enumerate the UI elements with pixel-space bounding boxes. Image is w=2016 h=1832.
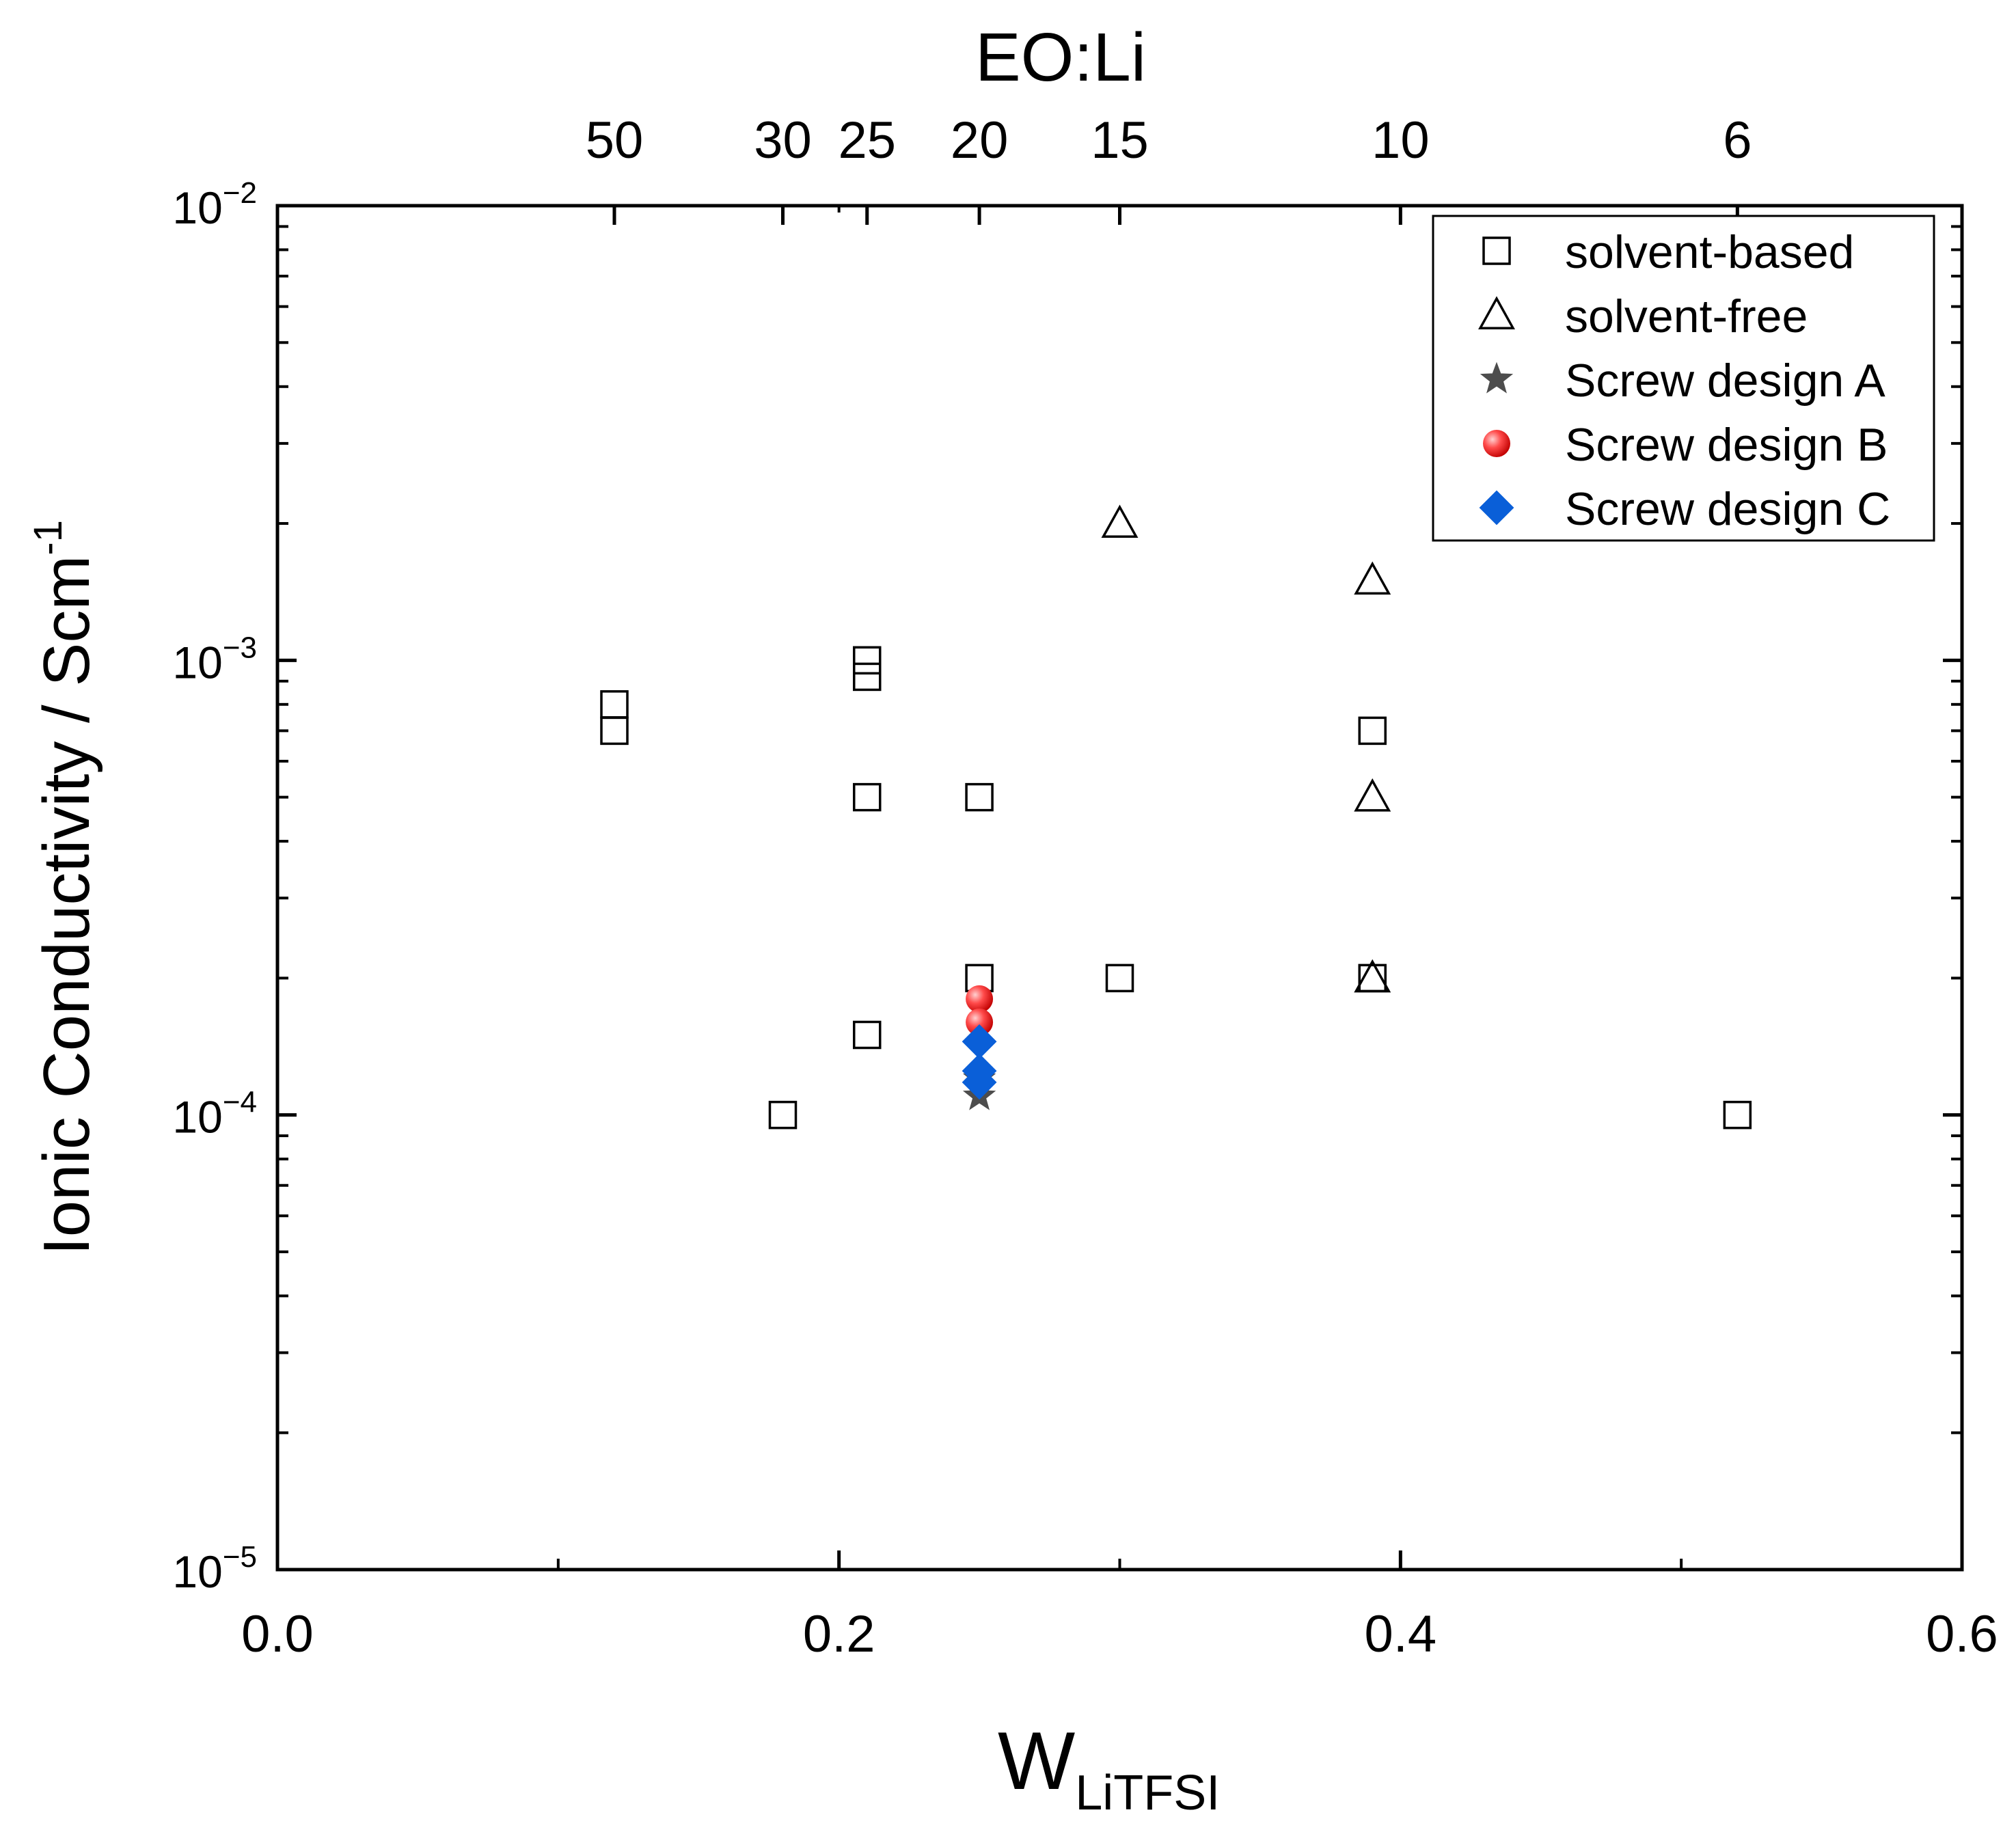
legend-marker-screw-design-a [1480,361,1514,394]
x-axis-title: WLiTFSI [998,1715,1220,1820]
data-point-screw-design-c [962,1065,997,1100]
data-point-screw-design-b [966,1008,994,1036]
data-point-solvent-based [965,782,994,812]
top-axis-title: EO:Li [975,19,1146,96]
data-point-screw-design-c [962,1024,997,1059]
top-tick-label: 50 [586,111,644,169]
y-tick-label: 10−4 [172,1086,257,1143]
top-tick-label: 20 [951,111,1009,169]
data-point-solvent-free [1354,959,1391,993]
x-tick-label: 0.4 [1365,1605,1437,1663]
legend-marker-solvent-free [1478,296,1515,329]
data-points [600,504,1752,1130]
legend-label-screw-design-c: Screw design C [1565,483,1890,535]
top-tick-label: 30 [754,111,812,169]
data-point-screw-design-b [966,985,994,1013]
data-point-solvent-free [1101,504,1139,538]
y-axis-title: Ionic Conductivity / Scm-1 [26,520,103,1255]
top-tick-label: 25 [838,111,896,169]
top-tick-label: 15 [1091,111,1149,169]
data-point-solvent-based [1358,716,1387,746]
data-point-solvent-based [853,782,882,812]
legend-marker-screw-design-c [1479,490,1514,525]
legend-marker-screw-design-b [1483,430,1510,457]
data-point-solvent-based [853,646,882,675]
legend-box [1432,215,1935,542]
legend-label-screw-design-a: Screw design A [1565,355,1885,407]
data-point-solvent-based [853,1020,882,1050]
y-tick-label: 10−5 [172,1540,257,1597]
data-point-solvent-based [768,1100,798,1130]
data-point-solvent-based [600,716,629,746]
data-point-solvent-based [1105,963,1134,993]
legend-marker-solvent-based [1482,236,1511,265]
axes: 0.0 0.2 0.4 0.6 50 30 25 20 15 10 6 10−5 10−4 10−3 10−… [172,111,1998,1663]
x-tick-label: 0.0 [241,1605,314,1663]
legend-label-solvent-based: solvent-based [1565,226,1854,278]
data-point-solvent-free [1354,778,1391,812]
y-tick-label: 10−2 [172,176,257,233]
data-point-solvent-free [1354,561,1391,595]
legend: solvent-based solvent-free Screw design A S… [1432,215,1935,542]
data-point-solvent-based [853,662,882,692]
top-tick-label: 10 [1372,111,1430,169]
data-point-solvent-based [1723,1100,1752,1130]
x-tick-label: 0.2 [803,1605,875,1663]
y-tick-label: 10−3 [172,631,257,687]
x-tick-label: 0.6 [1926,1605,1998,1663]
data-point-solvent-based [600,690,629,719]
legend-label-solvent-free: solvent-free [1565,290,1808,342]
legend-label-screw-design-b: Screw design B [1565,419,1888,471]
top-tick-label: 6 [1723,111,1752,169]
